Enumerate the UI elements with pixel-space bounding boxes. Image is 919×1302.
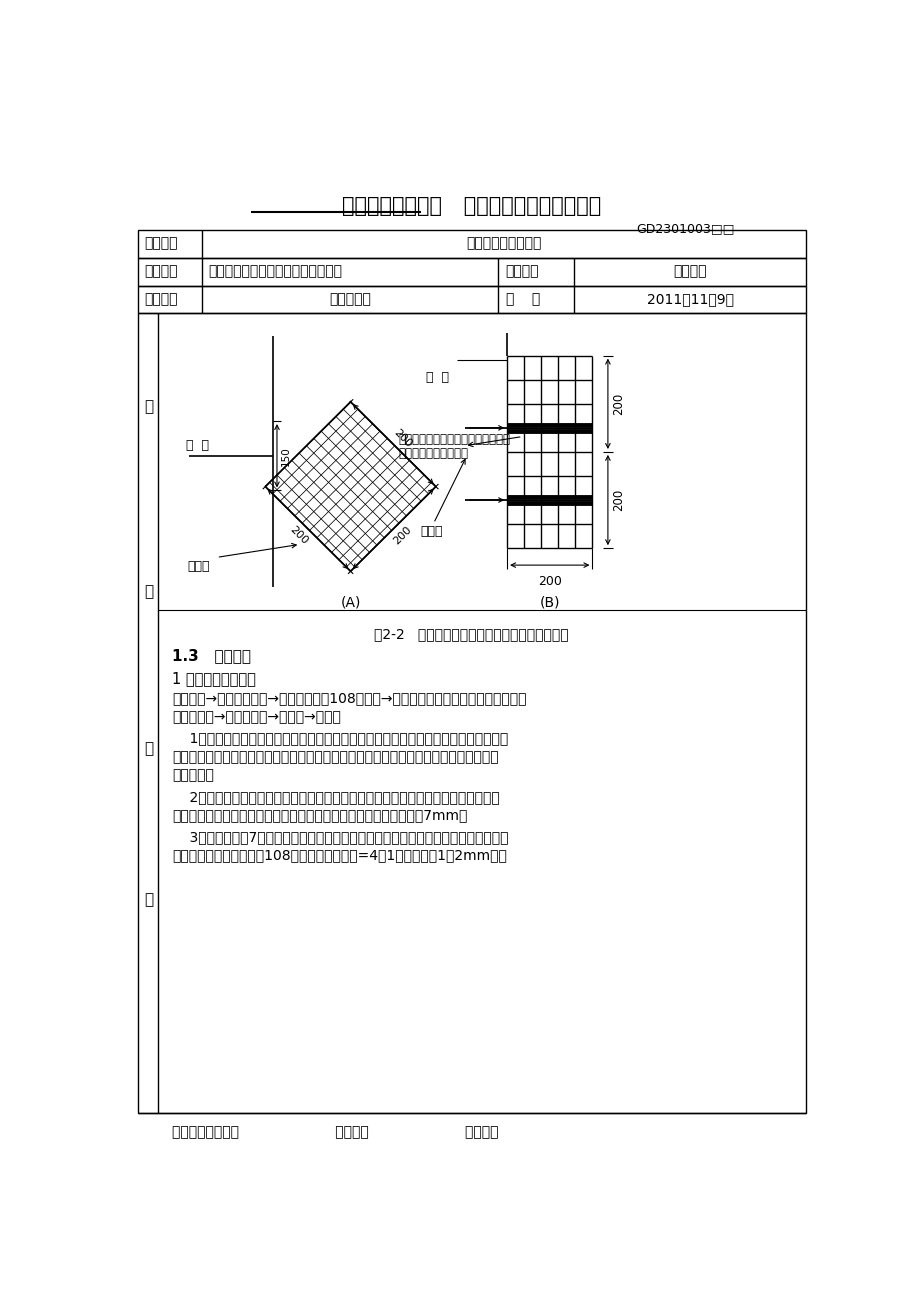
Text: 钢筋混凝土配筋带等混凝土水平构件: 钢筋混凝土配筋带等混凝土水平构件	[398, 432, 510, 445]
Text: 土等杂物。: 土等杂物。	[172, 768, 214, 783]
Text: 1 外墙面砖施工工艺: 1 外墙面砖施工工艺	[172, 672, 256, 686]
Text: 容: 容	[143, 892, 153, 907]
Text: 1、基层处理：将砌块（砼）墙表面凸出部分凿平。对蜂窝、麻面、露筋、疏松等部分: 1、基层处理：将砌块（砼）墙表面凸出部分凿平。对蜂窝、麻面、露筋、疏松等部分	[172, 732, 508, 746]
Text: 底: 底	[143, 585, 153, 599]
Text: 2011年11月9日: 2011年11月9日	[646, 292, 732, 306]
Text: 或钢筋水泥砂浆配筋带: 或钢筋水泥砂浆配筋带	[398, 447, 468, 460]
Text: 交底部位: 交底部位	[144, 292, 177, 306]
Text: 用托线板检查墙面的平整度、垂直度，确定抹灰厚度，最薄处不小于7mm。: 用托线板检查墙面的平整度、垂直度，确定抹灰厚度，最薄处不小于7mm。	[172, 809, 467, 823]
Text: 分部工程: 分部工程	[505, 264, 539, 279]
Text: 装饰工程: 装饰工程	[673, 264, 706, 279]
Text: 中国建筑第八工程局: 中国建筑第八工程局	[466, 237, 541, 250]
Text: 200: 200	[611, 490, 624, 512]
Text: 钢丝网: 钢丝网	[420, 525, 442, 538]
Text: 洞  口: 洞 口	[425, 371, 448, 384]
Text: 200: 200	[391, 525, 413, 546]
Text: 3、砌体应完成7天后方可进行墙面（砌体或剪力墙面）抹灰，抹灰层应与基层粘接良: 3、砌体应完成7天后方可进行墙面（砌体或剪力墙面）抹灰，抹灰层应与基层粘接良	[172, 829, 508, 844]
Text: 凿到实处，用水泥砂浆分层补平。把外露钢筋头和铅丝等清除掉。清理基层浮灰砂浆、泥: 凿到实处，用水泥砂浆分层补平。把外露钢筋头和铅丝等清除掉。清理基层浮灰砂浆、泥	[172, 750, 498, 764]
Bar	[138, 230, 805, 258]
Text: 200: 200	[391, 427, 413, 449]
Text: 200: 200	[538, 575, 562, 589]
Text: 施工单位: 施工单位	[144, 237, 177, 250]
Text: 200: 200	[611, 393, 624, 415]
Text: (B): (B)	[539, 596, 560, 609]
Text: 1.3   外墙面砖: 1.3 外墙面砖	[172, 648, 251, 663]
Bar	[138, 258, 805, 285]
Text: GD2301003□□: GD2301003□□	[635, 223, 733, 236]
Text: 2、弹线、找规矩：分别在窗口角、墙面等处吊垂直套方，在墙面上弹抹灰控制线。: 2、弹线、找规矩：分别在窗口角、墙面等处吊垂直套方，在墙面上弹抹灰控制线。	[172, 790, 500, 803]
Text: 内、外墙体: 内、外墙体	[328, 292, 370, 306]
Text: 洞  口: 洞 口	[186, 439, 209, 452]
Text: 好，不得有空鼓、开裂。108胶水泥浆（水胶比=4：1）扫浆约为1～2mm厚。: 好，不得有空鼓、开裂。108胶水泥浆（水胶比=4：1）扫浆约为1～2mm厚。	[172, 849, 506, 862]
Text: 交: 交	[143, 400, 153, 414]
Text: 工程名称: 工程名称	[144, 264, 177, 279]
Text: 专业技术负责人：                      交底人：                      接收人：: 专业技术负责人： 交底人： 接收人：	[172, 1125, 498, 1139]
Text: 柱交接处）→找平层抹灰→防水层→贴面砖: 柱交接处）→找平层抹灰→防水层→贴面砖	[172, 710, 341, 724]
Text: 内、外墙装饰工程   分项工程质量技术交底卡: 内、外墙装饰工程 分项工程质量技术交底卡	[342, 197, 600, 216]
Text: 珠海水岸华都花园（上沙片区）工程: 珠海水岸华都花园（上沙片区）工程	[208, 264, 342, 279]
Bar	[138, 314, 805, 1113]
Text: (A): (A)	[340, 596, 360, 609]
Text: 200: 200	[288, 525, 310, 546]
Text: 钢丝网: 钢丝网	[187, 560, 210, 573]
Bar	[138, 285, 805, 314]
Text: 内: 内	[143, 741, 153, 755]
Text: 图2-2   外墙内侧与内墙侧洞口角部挂钢丝网示意: 图2-2 外墙内侧与内墙侧洞口角部挂钢丝网示意	[374, 626, 568, 641]
Text: 日    期: 日 期	[505, 292, 539, 306]
Text: 150: 150	[280, 445, 290, 466]
Text: 基层处理→弹线、找规矩→素水泥浆内掺108胶甩毛→外挂钢丝网（砌块墙体与混凝土墙、: 基层处理→弹线、找规矩→素水泥浆内掺108胶甩毛→外挂钢丝网（砌块墙体与混凝土墙…	[172, 691, 527, 706]
